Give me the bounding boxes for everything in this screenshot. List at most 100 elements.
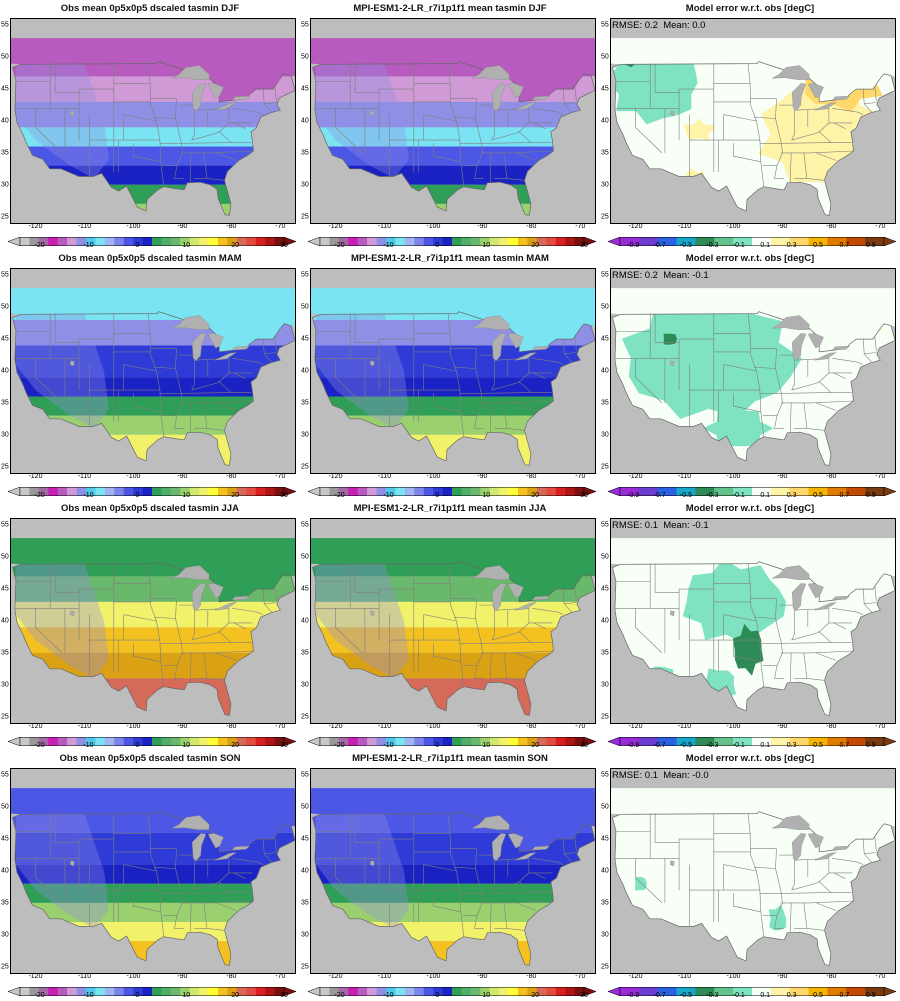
colorbar-svg <box>607 986 897 997</box>
x-tick-label: -70 <box>575 973 586 980</box>
colorbar-label: 10 <box>482 242 491 249</box>
lake <box>69 360 75 367</box>
y-tick-label: 30 <box>1 431 9 439</box>
colorbar-svg <box>607 486 897 497</box>
state-border <box>147 563 165 687</box>
colorbar-label: 0.5 <box>813 992 823 999</box>
state-border <box>654 313 680 343</box>
colorbar-label: 0.3 <box>786 742 797 749</box>
colorbar-label: 10 <box>182 492 191 499</box>
colorbar-swatch <box>770 487 791 496</box>
colorbar-swatch <box>265 487 275 496</box>
mountain-overlay <box>315 813 409 929</box>
temperature-band <box>12 883 295 903</box>
state-border <box>506 678 525 681</box>
colorbar-swatch <box>38 237 49 246</box>
colorbar-high-arrow <box>583 486 597 497</box>
panel-title: Model error w.r.t. obs [degC] <box>685 253 815 264</box>
colorbar-swatch <box>395 737 406 746</box>
mexico-region <box>311 918 447 973</box>
state-border <box>483 142 552 144</box>
colorbar-swatch <box>414 737 425 746</box>
x-tick-label: -90 <box>477 973 488 980</box>
x-tick-label: -80 <box>826 973 837 980</box>
state-border <box>491 605 495 641</box>
temperature-band <box>312 864 595 884</box>
colorbar-label: 0 <box>135 992 140 999</box>
colorbar-label: -0.3 <box>706 742 719 749</box>
state-border <box>806 428 825 431</box>
colorbar-svg <box>307 986 597 997</box>
colorbar-swatch <box>67 987 77 996</box>
state-border <box>747 63 765 187</box>
temperature-map-panel: Obs mean 0p5x0p5 dscaled tasmin DJF -120 -… <box>0 0 300 250</box>
colorbar-label: 0.7 <box>839 742 850 749</box>
y-tick-label: 40 <box>301 117 309 125</box>
colorbar-swatch <box>95 737 106 746</box>
colorbar-swatch <box>433 737 443 746</box>
state-border <box>433 893 461 913</box>
state-border <box>723 864 757 872</box>
state-border <box>183 142 252 144</box>
x-tick-label: -70 <box>875 723 886 730</box>
colorbar-swatch <box>376 987 387 996</box>
state-border <box>35 108 63 154</box>
state-border <box>489 652 492 683</box>
state-border <box>423 364 457 372</box>
colorbar-swatch <box>338 487 349 496</box>
y-tick-label: 50 <box>601 53 609 61</box>
state-border <box>816 402 837 411</box>
rmse-text: RMSE: 0.1 <box>612 520 658 531</box>
colorbar-swatch <box>274 487 285 496</box>
lake <box>208 83 224 99</box>
y-tick-label: 55 <box>301 21 309 29</box>
state-border <box>833 872 846 879</box>
state-border <box>791 355 795 391</box>
colorbar-swatch <box>274 237 285 246</box>
colorbar-high-arrow <box>883 736 897 747</box>
colorbar-swatch <box>86 737 96 746</box>
colorbar-swatch <box>676 987 696 996</box>
lake <box>772 65 810 80</box>
rmse-text: RMSE: 0.2 <box>612 20 658 31</box>
state-border <box>191 105 195 141</box>
colorbar-label: -0.1 <box>732 742 745 749</box>
state-border <box>218 630 232 643</box>
y-tick-label: 25 <box>301 213 309 221</box>
x-tick-label: -100 <box>726 973 741 980</box>
state-border <box>532 858 564 865</box>
colorbar-swatch <box>442 487 453 496</box>
y-tick-label: 50 <box>601 803 609 811</box>
state-border <box>832 108 864 115</box>
colorbar-swatch <box>695 737 715 746</box>
state-border <box>264 102 277 105</box>
lake <box>831 95 851 101</box>
temperature-band <box>312 127 595 147</box>
colorbar-swatch <box>208 487 219 496</box>
colorbar-swatch <box>57 487 68 496</box>
state-border <box>791 622 830 641</box>
colorbar-swatch <box>338 237 349 246</box>
state-border <box>828 858 853 874</box>
colorbar-label: 30 <box>580 742 588 749</box>
state-border <box>564 102 577 105</box>
colorbar-label: -0.5 <box>679 992 693 999</box>
colorbar-high-arrow <box>283 986 297 997</box>
colorbar-swatch <box>574 487 585 496</box>
colorbar-label: -0.5 <box>679 492 693 499</box>
colorbar-label: 0.9 <box>865 242 876 249</box>
x-tick-label: -70 <box>875 973 886 980</box>
lake <box>508 833 524 849</box>
panel-title: Obs mean 0p5x0p5 dscaled tasmin JJA <box>61 503 239 514</box>
no-data-strip <box>311 769 595 789</box>
lake <box>172 65 210 80</box>
colorbar-swatch <box>452 987 462 996</box>
lake <box>472 315 510 330</box>
colorbar-swatch <box>555 487 566 496</box>
error-region <box>663 333 678 345</box>
x-tick-label: -90 <box>777 973 788 980</box>
state-border <box>232 358 264 365</box>
colorbar-swatch <box>676 487 696 496</box>
y-tick-label: 35 <box>601 149 609 157</box>
y-tick-label: 25 <box>1 963 9 971</box>
